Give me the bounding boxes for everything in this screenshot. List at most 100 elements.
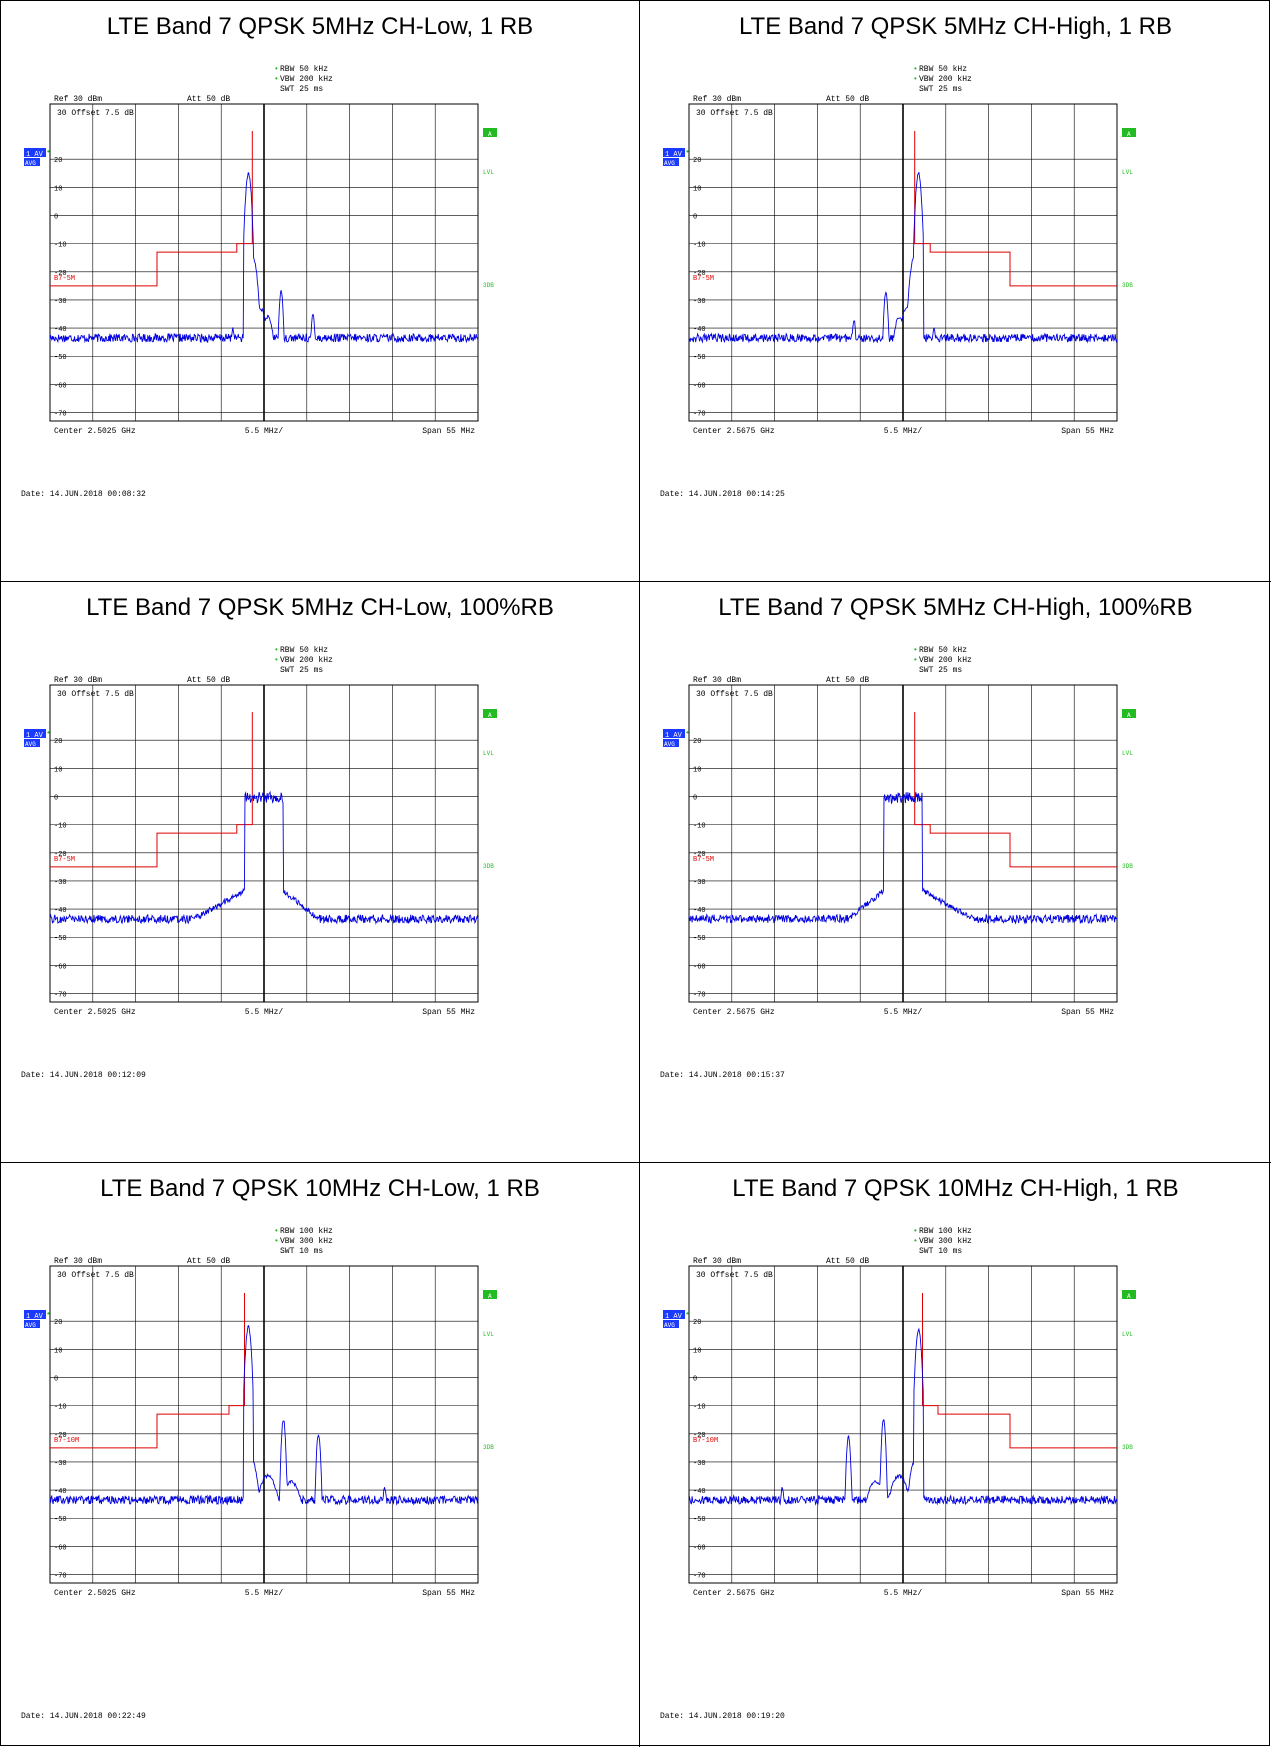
side-3db-label: 3DB bbox=[483, 863, 494, 870]
vbw-label: VBW 300 kHz bbox=[280, 1237, 333, 1246]
trace-badge bbox=[24, 148, 46, 157]
y-tick-label: -50 bbox=[693, 935, 706, 943]
avg-badge bbox=[24, 1320, 40, 1328]
division-label: 5.5 MHz/ bbox=[245, 427, 284, 436]
center-frequency: Center 2.5025 GHz bbox=[54, 1589, 136, 1598]
vbw-marker: • bbox=[913, 656, 918, 665]
y-tick-label: -30 bbox=[693, 298, 706, 306]
rbw-marker: • bbox=[913, 1227, 918, 1236]
rbw-label: RBW 50 kHz bbox=[919, 65, 967, 74]
swt-label: SWT 25 ms bbox=[280, 85, 323, 94]
plot-title: LTE Band 7 QPSK 5MHz CH-Low, 1 RB bbox=[106, 13, 534, 40]
trace-line bbox=[49, 790, 479, 925]
y-tick-label: 20 bbox=[693, 157, 701, 165]
side-marker-a bbox=[483, 128, 497, 137]
date-stamp: Date: 14.JUN.2018 00:22:49 bbox=[21, 1712, 146, 1721]
ref-level: Ref 30 dBm bbox=[54, 95, 102, 104]
rbw-label: RBW 50 kHz bbox=[280, 646, 328, 655]
trace-badge-label: 1 AV bbox=[26, 151, 44, 159]
y-tick-label: -20 bbox=[54, 851, 67, 859]
side-marker-a bbox=[1122, 1290, 1136, 1299]
y-tick-label: -10 bbox=[693, 242, 706, 250]
y-tick-label: -50 bbox=[693, 1516, 706, 1524]
avg-badge bbox=[24, 739, 40, 747]
date-stamp: Date: 14.JUN.2018 00:19:20 bbox=[660, 1712, 785, 1721]
offset-label: 30 Offset 7.5 dB bbox=[696, 1271, 773, 1280]
y-tick-label: -40 bbox=[54, 907, 67, 915]
swt-label: SWT 25 ms bbox=[280, 666, 323, 675]
plot-cell: LTE Band 7 QPSK 10MHz CH-Low, 1 RB • RBW … bbox=[1, 1163, 640, 1747]
y-tick-label: 0 bbox=[54, 1375, 58, 1383]
vbw-marker: • bbox=[274, 656, 279, 665]
trace-badge-label: 1 AV bbox=[26, 732, 44, 740]
side-marker-a bbox=[483, 709, 497, 718]
vbw-label: VBW 300 kHz bbox=[919, 1237, 972, 1246]
y-tick-label: -30 bbox=[693, 879, 706, 887]
limit-line-label: B7-10M bbox=[54, 1437, 79, 1445]
limit-line-label: B7-10M bbox=[693, 1437, 718, 1445]
swt-label: SWT 10 ms bbox=[280, 1247, 323, 1256]
trace-line bbox=[688, 172, 1118, 344]
badge-dot: • bbox=[685, 729, 690, 738]
offset-label: 30 Offset 7.5 dB bbox=[696, 690, 773, 699]
trace-line bbox=[688, 792, 1118, 925]
ref-level: Ref 30 dBm bbox=[693, 1257, 741, 1266]
span-label: Span 55 MHz bbox=[422, 1589, 475, 1598]
y-tick-label: 20 bbox=[693, 1319, 701, 1327]
y-tick-label: 0 bbox=[54, 794, 58, 802]
badge-dot: • bbox=[685, 1310, 690, 1319]
offset-label: 30 Offset 7.5 dB bbox=[57, 690, 134, 699]
grid-lines bbox=[689, 104, 1117, 421]
y-tick-label: -20 bbox=[693, 270, 706, 278]
avg-badge-label: AVG bbox=[664, 160, 675, 167]
y-tick-label: -60 bbox=[693, 963, 706, 971]
vbw-label: VBW 200 kHz bbox=[280, 656, 333, 665]
grid-lines bbox=[50, 104, 478, 421]
center-frequency: Center 2.5675 GHz bbox=[693, 1589, 775, 1598]
y-tick-label: -40 bbox=[693, 907, 706, 915]
plot-cell: LTE Band 7 QPSK 5MHz CH-High, 1 RB • RBW … bbox=[640, 1, 1271, 582]
date-stamp: Date: 14.JUN.2018 00:12:09 bbox=[21, 1071, 146, 1080]
rbw-marker: • bbox=[913, 646, 918, 655]
side-lvl-label: LVL bbox=[483, 750, 494, 757]
ref-level: Ref 30 dBm bbox=[693, 95, 741, 104]
trace-badge-label: 1 AV bbox=[665, 151, 683, 159]
y-tick-label: -20 bbox=[693, 851, 706, 859]
y-tick-label: -10 bbox=[54, 242, 67, 250]
limit-line bbox=[914, 712, 1117, 868]
side-3db-label: 3DB bbox=[1122, 282, 1133, 289]
attenuation: Att 50 dB bbox=[187, 1257, 230, 1266]
side-marker-a-label: A bbox=[1127, 1293, 1131, 1300]
y-tick-label: -10 bbox=[693, 823, 706, 831]
division-label: 5.5 MHz/ bbox=[245, 1589, 284, 1598]
avg-badge-label: AVG bbox=[25, 741, 36, 748]
y-tick-label: 0 bbox=[693, 213, 697, 221]
y-tick-label: -30 bbox=[693, 1460, 706, 1468]
trace-badge-label: 1 AV bbox=[665, 1313, 683, 1321]
center-frequency: Center 2.5675 GHz bbox=[693, 427, 775, 436]
y-tick-label: -70 bbox=[54, 411, 67, 419]
ref-level: Ref 30 dBm bbox=[693, 676, 741, 685]
y-tick-label: -50 bbox=[54, 354, 67, 362]
rbw-label: RBW 50 kHz bbox=[919, 646, 967, 655]
center-frequency: Center 2.5025 GHz bbox=[54, 427, 136, 436]
limit-line bbox=[50, 1293, 245, 1449]
side-marker-a-label: A bbox=[488, 131, 492, 138]
y-tick-label: -40 bbox=[54, 326, 67, 334]
plot-cell: LTE Band 7 QPSK 5MHz CH-High, 100%RB • RB… bbox=[640, 582, 1271, 1163]
side-3db-label: 3DB bbox=[483, 282, 494, 289]
division-label: 5.5 MHz/ bbox=[884, 427, 923, 436]
date-stamp: Date: 14.JUN.2018 00:15:37 bbox=[660, 1071, 785, 1080]
ref-level: Ref 30 dBm bbox=[54, 1257, 102, 1266]
side-3db-label: 3DB bbox=[483, 1444, 494, 1451]
y-tick-label: -60 bbox=[54, 382, 67, 390]
attenuation: Att 50 dB bbox=[187, 95, 230, 104]
rbw-label: RBW 50 kHz bbox=[280, 65, 328, 74]
y-tick-label: 20 bbox=[693, 738, 701, 746]
vbw-marker: • bbox=[274, 75, 279, 84]
plot-cell: LTE Band 7 QPSK 5MHz CH-Low, 1 RB • RBW 5… bbox=[1, 1, 640, 582]
side-3db-label: 3DB bbox=[1122, 1444, 1133, 1451]
